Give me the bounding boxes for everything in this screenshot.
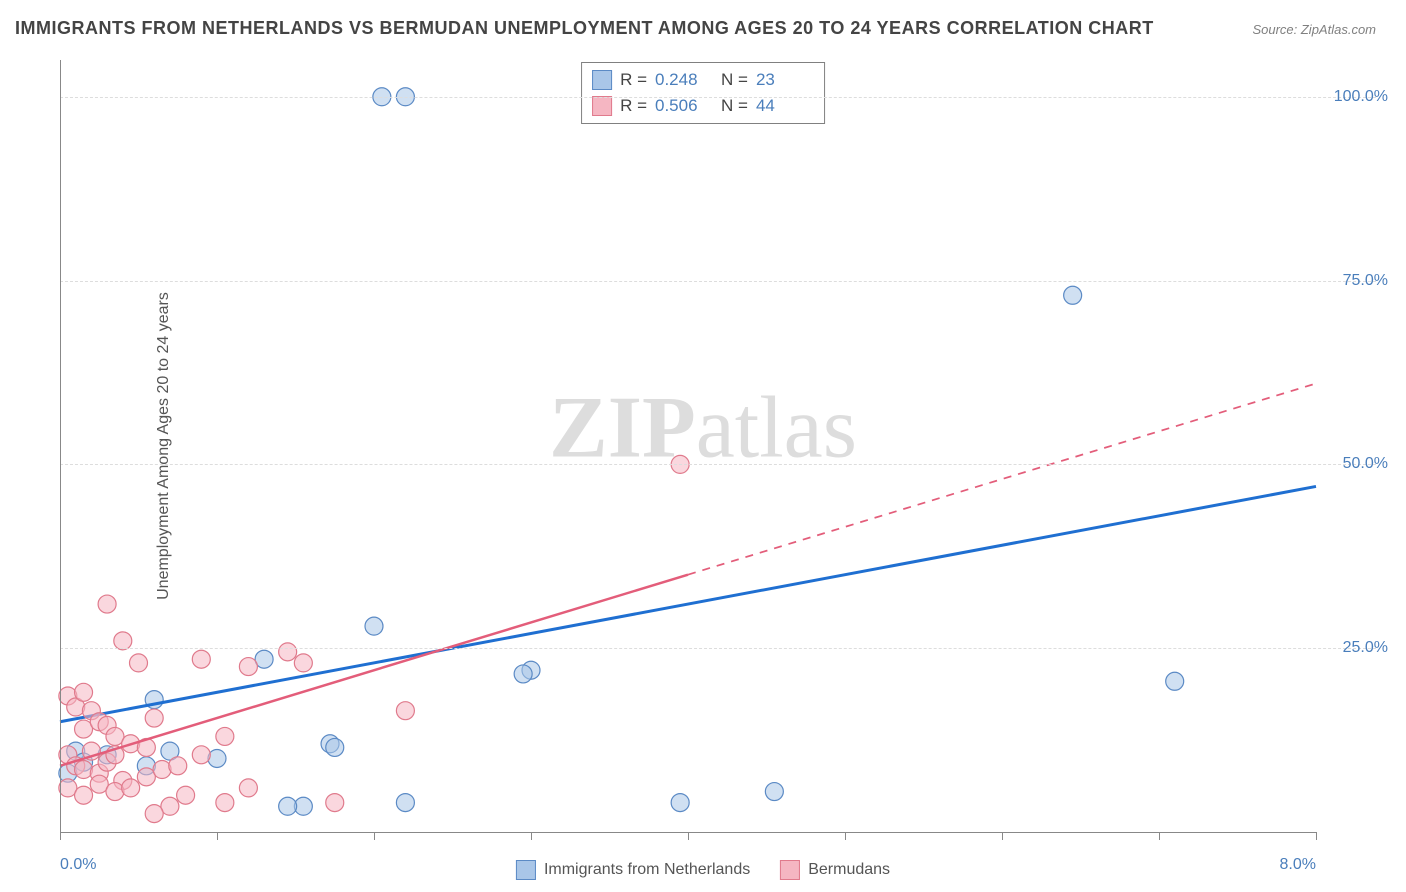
legend-n-value: 44 bbox=[756, 96, 814, 116]
data-point bbox=[216, 794, 234, 812]
y-tick-label: 25.0% bbox=[1343, 639, 1388, 657]
data-point bbox=[239, 779, 257, 797]
data-point bbox=[153, 761, 171, 779]
data-point bbox=[671, 794, 689, 812]
trend-line bbox=[60, 486, 1316, 721]
data-point bbox=[114, 632, 132, 650]
data-point bbox=[145, 709, 163, 727]
data-point bbox=[192, 650, 210, 668]
trend-line bbox=[60, 575, 688, 766]
data-point bbox=[1166, 672, 1184, 690]
legend-swatch bbox=[592, 96, 612, 116]
gridline bbox=[60, 281, 1376, 282]
legend-swatch bbox=[780, 860, 800, 880]
data-point bbox=[130, 654, 148, 672]
data-point bbox=[279, 643, 297, 661]
chart-title: IMMIGRANTS FROM NETHERLANDS VS BERMUDAN … bbox=[15, 18, 1154, 39]
legend-swatch bbox=[516, 860, 536, 880]
legend-row: R = 0.248 N = 23 bbox=[592, 67, 814, 93]
data-point bbox=[239, 658, 257, 676]
legend-n-label: N = bbox=[721, 70, 748, 90]
series-legend-item: Immigrants from Netherlands bbox=[516, 860, 750, 880]
x-tick-mark bbox=[60, 832, 61, 840]
x-tick-mark bbox=[1159, 832, 1160, 840]
data-point bbox=[1064, 286, 1082, 304]
x-tick-label: 0.0% bbox=[60, 856, 96, 874]
plot-area bbox=[60, 60, 1316, 832]
data-point bbox=[98, 595, 116, 613]
series-legend-label: Bermudans bbox=[808, 861, 890, 879]
data-point bbox=[216, 727, 234, 745]
series-legend-label: Immigrants from Netherlands bbox=[544, 861, 750, 879]
data-point bbox=[514, 665, 532, 683]
x-tick-mark bbox=[531, 832, 532, 840]
legend-n-value: 23 bbox=[756, 70, 814, 90]
legend-n-label: N = bbox=[721, 96, 748, 116]
x-tick-mark bbox=[845, 832, 846, 840]
legend-r-label: R = bbox=[620, 96, 647, 116]
data-point bbox=[279, 797, 297, 815]
data-point bbox=[75, 786, 93, 804]
gridline bbox=[60, 464, 1376, 465]
data-point bbox=[145, 805, 163, 823]
data-point bbox=[122, 779, 140, 797]
data-point bbox=[765, 783, 783, 801]
source-attribution: Source: ZipAtlas.com bbox=[1252, 22, 1376, 37]
series-legend-item: Bermudans bbox=[780, 860, 890, 880]
x-tick-mark bbox=[1316, 832, 1317, 840]
y-tick-label: 100.0% bbox=[1334, 88, 1388, 106]
y-tick-label: 75.0% bbox=[1343, 272, 1388, 290]
legend-r-value: 0.248 bbox=[655, 70, 713, 90]
x-tick-mark bbox=[374, 832, 375, 840]
legend-r-value: 0.506 bbox=[655, 96, 713, 116]
plot-svg bbox=[60, 60, 1316, 832]
x-tick-mark bbox=[1002, 832, 1003, 840]
gridline bbox=[60, 648, 1376, 649]
data-point bbox=[75, 761, 93, 779]
gridline bbox=[60, 97, 1376, 98]
legend-r-label: R = bbox=[620, 70, 647, 90]
y-axis bbox=[60, 60, 61, 832]
series-legend: Immigrants from Netherlands Bermudans bbox=[516, 860, 890, 880]
data-point bbox=[396, 702, 414, 720]
data-point bbox=[169, 757, 187, 775]
data-point bbox=[326, 738, 344, 756]
data-point bbox=[106, 783, 124, 801]
data-point bbox=[396, 794, 414, 812]
data-point bbox=[294, 654, 312, 672]
x-tick-mark bbox=[688, 832, 689, 840]
data-point bbox=[208, 749, 226, 767]
data-point bbox=[177, 786, 195, 804]
data-point bbox=[192, 746, 210, 764]
data-point bbox=[75, 683, 93, 701]
legend-swatch bbox=[592, 70, 612, 90]
data-point bbox=[326, 794, 344, 812]
x-tick-label: 8.0% bbox=[1280, 856, 1316, 874]
data-point bbox=[365, 617, 383, 635]
y-tick-label: 50.0% bbox=[1343, 455, 1388, 473]
x-tick-mark bbox=[217, 832, 218, 840]
correlation-legend: R = 0.248 N = 23 R = 0.506 N = 44 bbox=[581, 62, 825, 124]
